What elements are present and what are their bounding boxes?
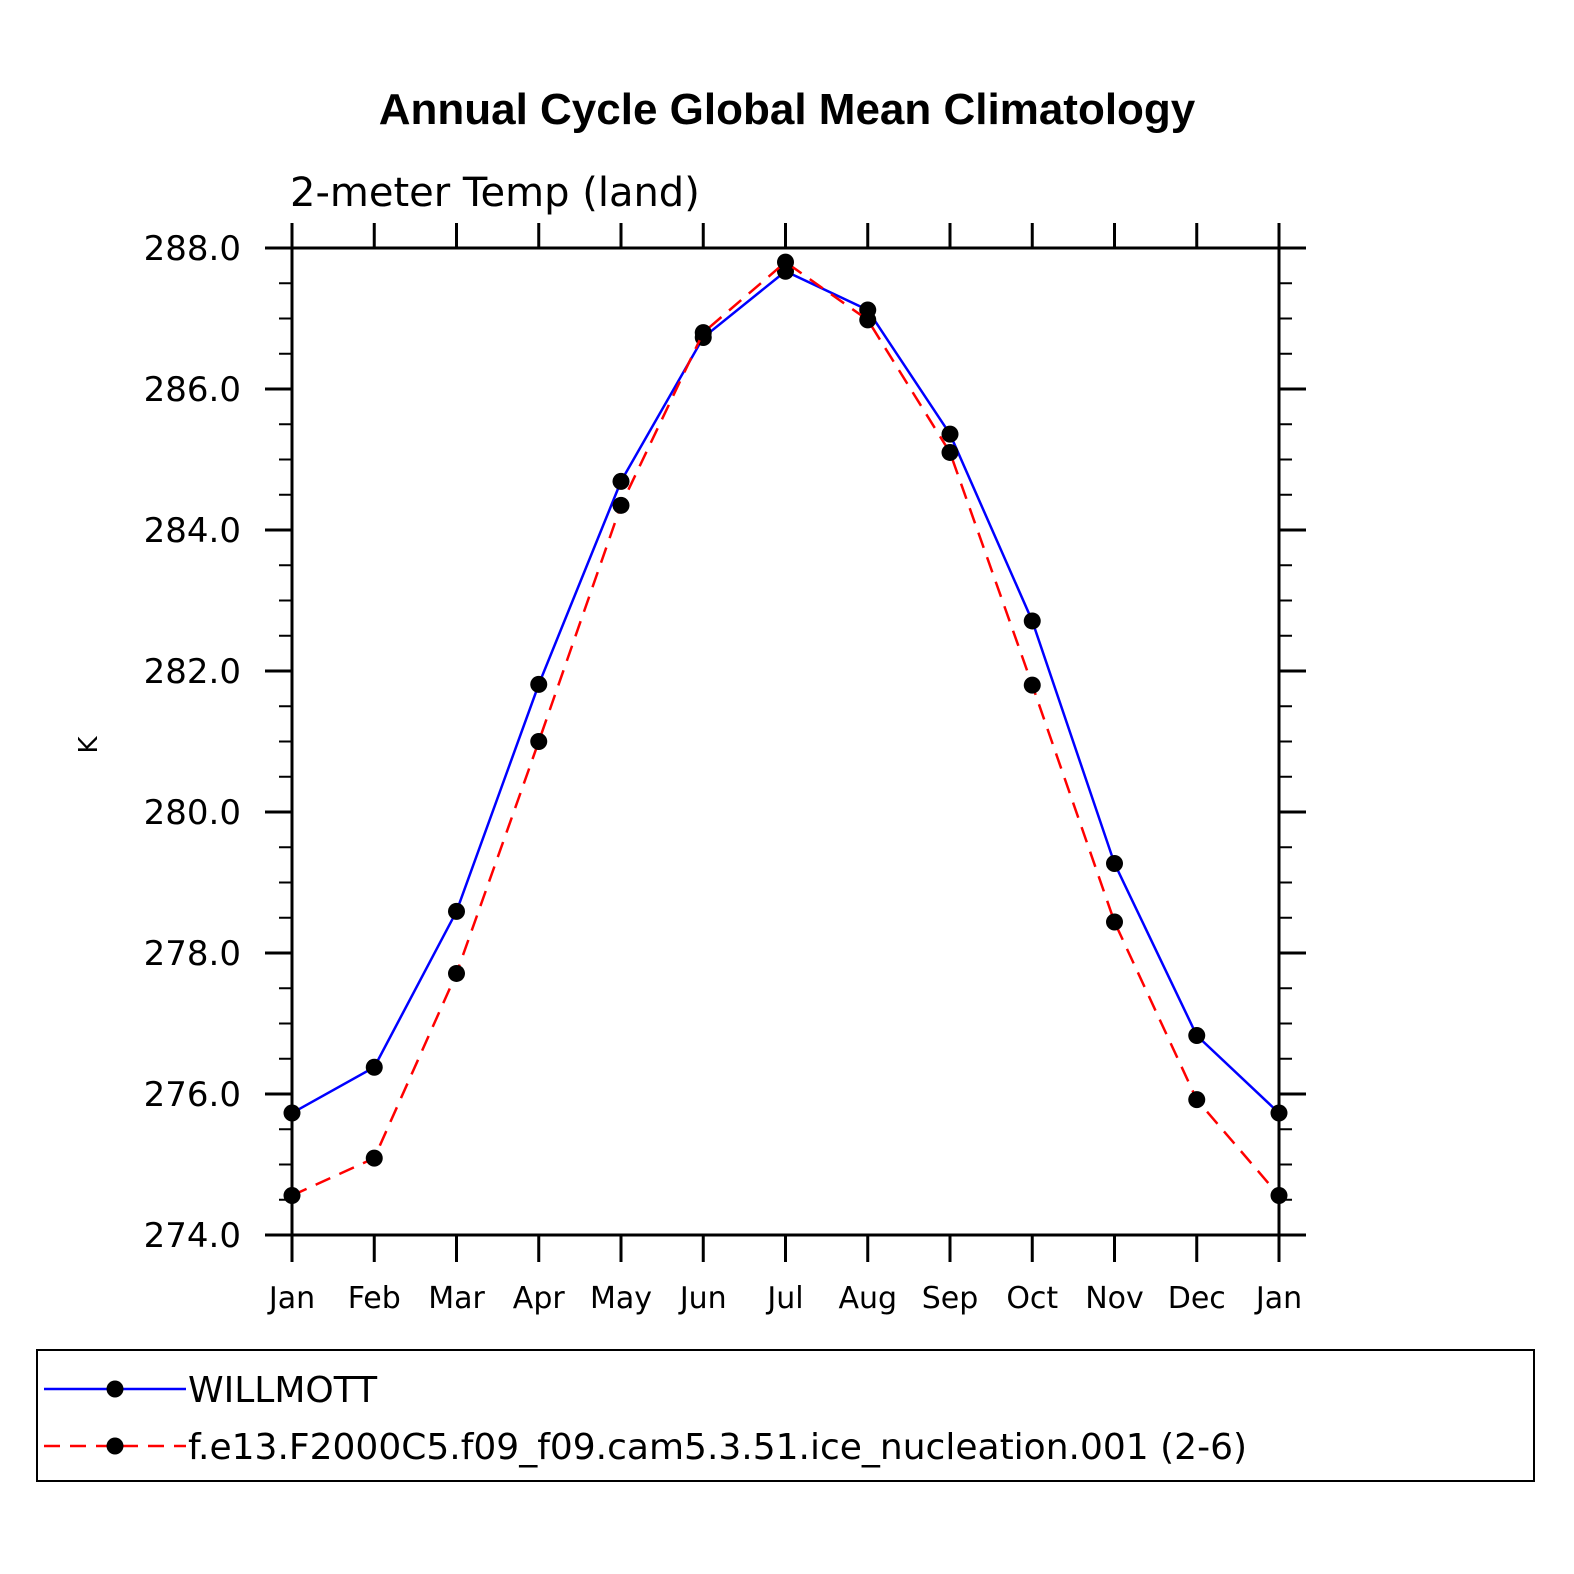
x-tick-label: Apr xyxy=(513,1281,566,1316)
y-tick-label: 288.0 xyxy=(144,229,241,269)
data-point xyxy=(1188,1026,1206,1044)
legend-marker xyxy=(106,1380,124,1398)
series-line xyxy=(291,260,1280,1197)
data-point xyxy=(941,425,959,443)
data-point xyxy=(448,964,465,982)
legend: WILLMOTT f.e13.F2000C5.f09_f09.cam5.3.51.… xyxy=(36,1349,1535,1482)
data-point xyxy=(283,1187,301,1205)
y-tick-label: 280.0 xyxy=(144,793,241,833)
y-tick-label: 274.0 xyxy=(144,1216,241,1256)
legend-marker xyxy=(106,1437,124,1455)
legend-label: WILLMOTT xyxy=(188,1370,378,1411)
y-tick-label: 276.0 xyxy=(144,1075,241,1115)
x-tick-label: Jun xyxy=(678,1281,727,1316)
data-point xyxy=(941,443,959,461)
x-tick-label: Nov xyxy=(1085,1281,1144,1316)
data-point xyxy=(612,496,630,514)
data-point xyxy=(1270,1104,1288,1122)
data-point xyxy=(1106,854,1123,872)
y-tick-label: 284.0 xyxy=(144,511,241,551)
series-1 xyxy=(283,262,1288,1122)
x-tick-label: Dec xyxy=(1168,1281,1226,1316)
x-tick-label: Oct xyxy=(1006,1281,1058,1316)
data-point xyxy=(859,311,877,329)
legend-label: f.e13.F2000C5.f09_f09.cam5.3.51.ice_nucl… xyxy=(188,1427,1247,1468)
y-axis-label: K xyxy=(74,736,104,754)
series-layer xyxy=(283,253,1288,1205)
data-point xyxy=(694,324,712,342)
series-2 xyxy=(283,253,1288,1205)
legend-box xyxy=(36,1349,1535,1482)
data-point xyxy=(1188,1091,1206,1109)
data-point xyxy=(448,902,465,920)
legend-entry: WILLMOTT xyxy=(44,1370,378,1411)
y-tick-label: 286.0 xyxy=(144,370,241,410)
y-tick-label: 282.0 xyxy=(144,652,241,692)
data-point xyxy=(1270,1187,1288,1205)
x-tick-label: Jul xyxy=(765,1281,803,1316)
data-point xyxy=(777,253,794,271)
x-tick-label: Sep xyxy=(922,1281,979,1316)
data-point xyxy=(365,1149,383,1167)
legend-entry: f.e13.F2000C5.f09_f09.cam5.3.51.ice_nucl… xyxy=(44,1427,1247,1468)
x-tick-label: Aug xyxy=(838,1281,897,1316)
data-point xyxy=(365,1058,383,1076)
data-point xyxy=(1023,676,1041,694)
data-point xyxy=(1106,913,1123,931)
x-tick-label: Jan xyxy=(267,1281,315,1316)
y-tick-label: 278.0 xyxy=(144,934,241,974)
data-point xyxy=(612,472,630,490)
series-line xyxy=(291,269,1280,1115)
x-tick-label: Mar xyxy=(428,1281,485,1316)
chart-title: Annual Cycle Global Mean Climatology xyxy=(379,85,1196,134)
data-point xyxy=(530,675,548,693)
axes: 274.0 276.0 278.0 280.0 282.0 284.0 286.0 288.0… xyxy=(144,223,1306,1316)
x-tick-label: Jan xyxy=(1254,1281,1302,1316)
data-point xyxy=(1023,612,1041,630)
x-tick-label: Feb xyxy=(348,1281,401,1316)
data-point xyxy=(283,1104,301,1122)
data-point xyxy=(530,733,548,750)
chart-subtitle: 2-meter Temp (land) xyxy=(290,170,700,216)
plot-frame xyxy=(290,246,1281,1237)
x-tick-label: May xyxy=(590,1281,652,1316)
